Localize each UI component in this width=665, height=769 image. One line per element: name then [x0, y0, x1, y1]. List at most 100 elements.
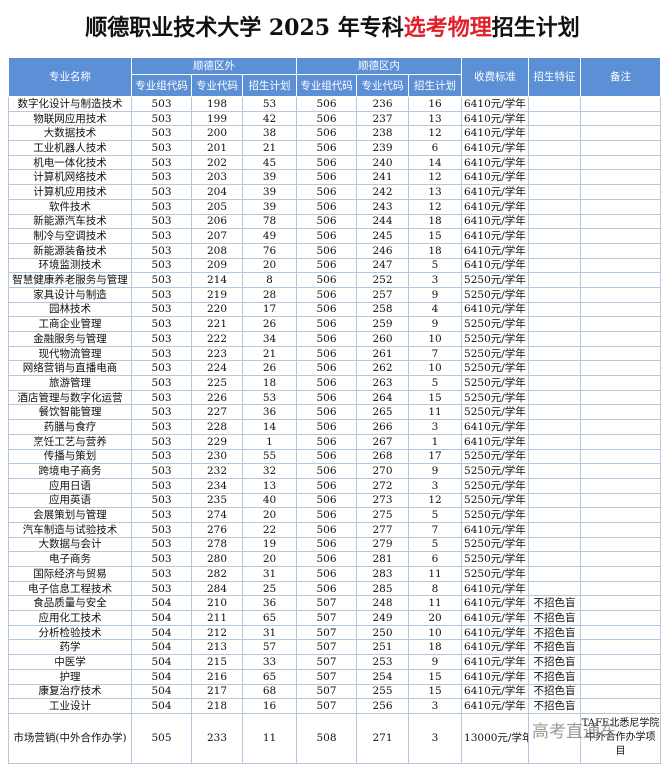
cell: 15: [408, 389, 463, 406]
cell: 506: [296, 492, 358, 509]
cell: 21: [241, 345, 298, 362]
table-row: 制冷与空调技术 503 207 49 506 245 15 6410元/学年: [8, 228, 662, 244]
cell: 504: [131, 668, 192, 685]
cell: [580, 521, 662, 538]
cell: 503: [131, 375, 192, 391]
cell: 28: [241, 286, 298, 303]
table-row: 现代物流管理 503 223 21 506 261 7 5250元/学年: [8, 345, 662, 362]
cell: 机电一体化技术: [8, 154, 132, 171]
cell: 503: [131, 228, 192, 244]
table-row: 应用化工技术 504 211 65 507 249 20 6410元/学年 不招色盲: [8, 610, 662, 626]
cell: 274: [191, 507, 243, 523]
cell: 不招色盲: [528, 595, 582, 612]
cell: 53: [241, 96, 298, 112]
cell: 36: [241, 595, 298, 612]
cell: 506: [296, 184, 358, 200]
cell: 药学: [8, 639, 132, 656]
cell: 504: [131, 624, 192, 641]
table-row: 智慧健康养老服务与管理 503 214 8 506 252 3 5250元/学年: [8, 272, 662, 288]
table-row: 大数据与会计 503 278 19 506 279 5 5250元/学年: [8, 536, 662, 553]
header-cell: 顺德区内: [296, 57, 463, 75]
cell: 506: [296, 419, 358, 435]
cell: 264: [356, 389, 410, 406]
cell: 6410元/学年: [461, 125, 530, 142]
cell: 金融服务与管理: [8, 331, 132, 347]
cell: 康复治疗技术: [8, 683, 132, 700]
table-row: 传播与策划 503 230 55 506 268 17 5250元/学年: [8, 448, 662, 465]
cell: 503: [131, 448, 192, 465]
cell: [580, 654, 662, 670]
cell: 503: [131, 551, 192, 567]
cell: [580, 595, 662, 612]
cell: 218: [191, 698, 243, 714]
cell: 503: [131, 301, 192, 318]
cell: 26: [241, 360, 298, 377]
cell: 传播与策划: [8, 448, 132, 465]
cell: 78: [241, 213, 298, 230]
cell: 5250元/学年: [461, 316, 530, 332]
cell: 工业机器人技术: [8, 140, 132, 156]
cell: 503: [131, 242, 192, 259]
cell: TAFE北悉尼学院中外合作办学项目: [580, 712, 662, 764]
cell: 506: [296, 566, 358, 582]
cell: 31: [241, 566, 298, 582]
cell: 不招色盲: [528, 683, 582, 700]
table-row: 机电一体化技术 503 202 45 506 240 14 6410元/学年: [8, 154, 662, 171]
cell: 19: [241, 536, 298, 553]
cell: [528, 507, 582, 523]
cell: [528, 316, 582, 332]
cell: [580, 154, 662, 171]
cell: [580, 228, 662, 244]
cell: 工商企业管理: [8, 316, 132, 332]
cell: 506: [296, 404, 358, 421]
table-row: 应用英语 503 235 40 506 273 12 5250元/学年: [8, 492, 662, 509]
table-row: 餐饮智能管理 503 227 36 506 265 11 5250元/学年: [8, 404, 662, 421]
cell: 503: [131, 154, 192, 171]
cell: 232: [191, 463, 243, 479]
cell: 213: [191, 639, 243, 656]
cell: 503: [131, 536, 192, 553]
cell: 40: [241, 492, 298, 509]
cell: 265: [356, 404, 410, 421]
table-row: 环境监测技术 503 209 20 506 247 5 6410元/学年: [8, 257, 662, 274]
cell: 会展策划与管理: [8, 507, 132, 523]
cell: 503: [131, 110, 192, 127]
cell: 257: [356, 286, 410, 303]
cell: [528, 110, 582, 127]
cell: 237: [356, 110, 410, 127]
cell: 507: [296, 639, 358, 656]
cell: 园林技术: [8, 301, 132, 318]
cell: 大数据技术: [8, 125, 132, 142]
cell: [528, 360, 582, 377]
table-row: 酒店管理与数字化运营 503 226 53 506 264 15 5250元/学年: [8, 389, 662, 406]
cell: 504: [131, 610, 192, 626]
table-row: 计算机应用技术 503 204 39 506 242 13 6410元/学年: [8, 184, 662, 200]
cell: 279: [356, 536, 410, 553]
cell: 电子商务: [8, 551, 132, 567]
table-row: 中医学 504 215 33 507 253 9 6410元/学年 不招色盲: [8, 654, 662, 670]
cell: 57: [241, 639, 298, 656]
cell: 504: [131, 683, 192, 700]
cell: 506: [296, 331, 358, 347]
cell: 18: [408, 242, 463, 259]
header-cell: 专业代码: [356, 74, 410, 97]
cell: [580, 316, 662, 332]
cell: 506: [296, 301, 358, 318]
cell: 281: [356, 551, 410, 567]
cell: 507: [296, 624, 358, 641]
cell: 3: [408, 419, 463, 435]
cell: 506: [296, 551, 358, 567]
cell: 506: [296, 154, 358, 171]
cell: 市场营销(中外合作办学): [8, 712, 132, 764]
cell: [580, 404, 662, 421]
cell: 247: [356, 257, 410, 274]
cell: 506: [296, 198, 358, 215]
cell: 216: [191, 668, 243, 685]
cell: 5250元/学年: [461, 492, 530, 509]
cell: [528, 551, 582, 567]
cell: 229: [191, 433, 243, 450]
cell: 家具设计与制造: [8, 286, 132, 303]
cell: 254: [356, 668, 410, 685]
cell: [580, 169, 662, 186]
cell: 36: [241, 404, 298, 421]
